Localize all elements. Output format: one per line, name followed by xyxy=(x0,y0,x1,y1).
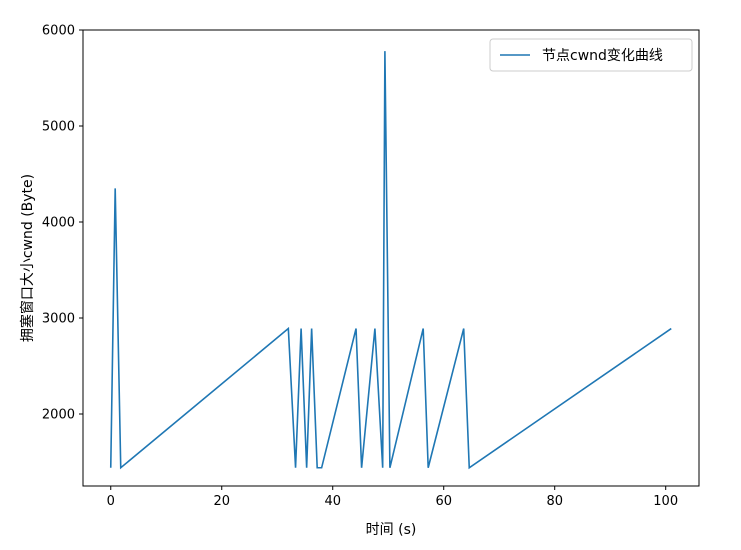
legend-label: 节点cwnd变化曲线 xyxy=(542,48,663,64)
y-axis-label: 拥塞窗口大小cwnd (Byte) xyxy=(19,174,36,342)
y-tick-label: 4000 xyxy=(42,216,75,231)
legend: 节点cwnd变化曲线 xyxy=(489,38,693,72)
legend-box xyxy=(489,38,693,72)
x-tick-label: 40 xyxy=(324,494,341,509)
x-axis-ticks: 0 20 40 60 80 100 xyxy=(107,486,678,509)
plot-area xyxy=(109,51,672,470)
x-tick-label: 100 xyxy=(653,494,678,509)
x-tick-label: 0 xyxy=(107,494,115,509)
x-tick-label: 20 xyxy=(213,494,230,509)
y-axis-ticks: 2000 3000 4000 5000 6000 xyxy=(42,24,83,423)
x-tick-label: 80 xyxy=(546,494,563,509)
x-axis-label: 时间 (s) xyxy=(366,522,417,538)
plot-frame xyxy=(82,29,700,487)
y-tick-label: 3000 xyxy=(42,312,75,327)
y-tick-label: 6000 xyxy=(42,24,75,39)
y-tick-label: 2000 xyxy=(42,408,75,423)
x-tick-label: 60 xyxy=(435,494,452,509)
y-tick-label: 5000 xyxy=(42,120,75,135)
series-line-0 xyxy=(109,51,672,470)
